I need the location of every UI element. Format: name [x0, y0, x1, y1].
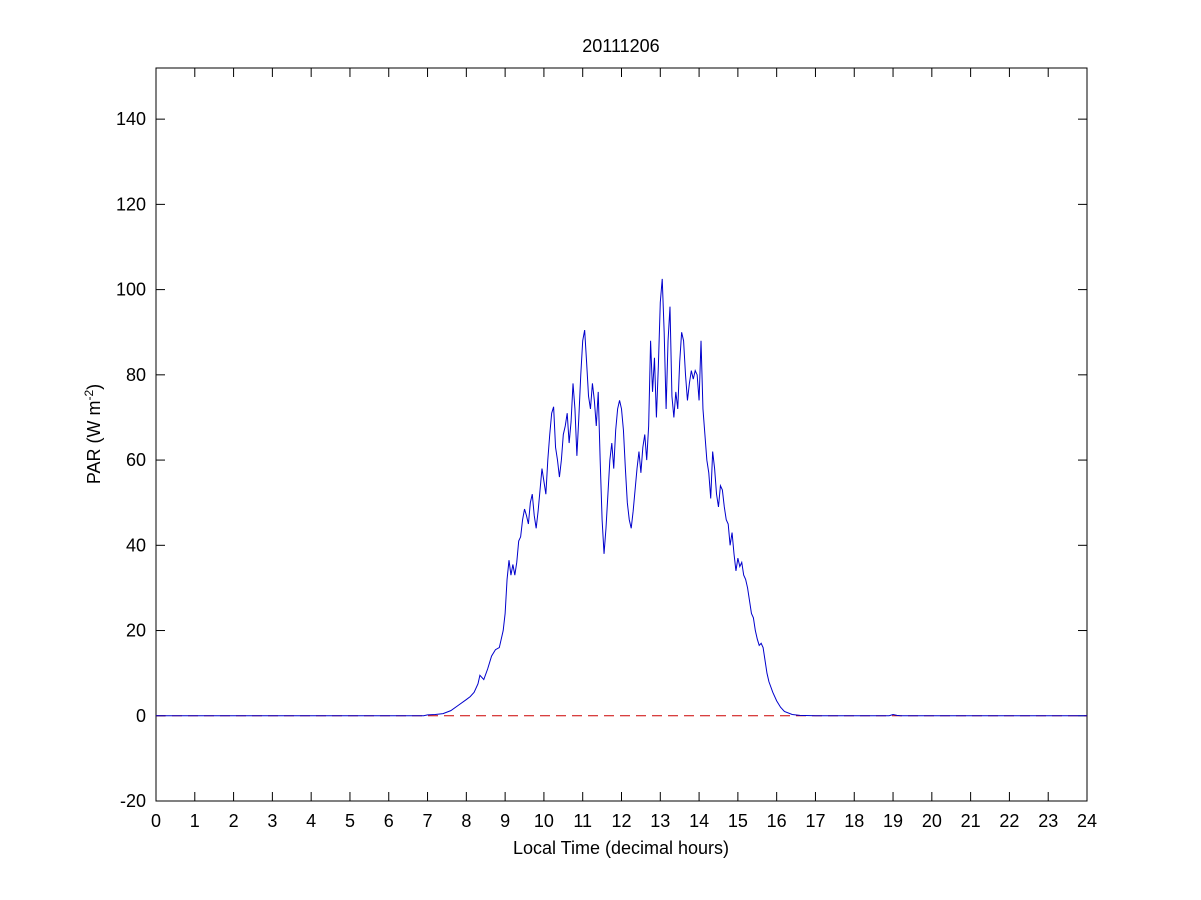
- x-tick-label: 23: [1038, 811, 1058, 831]
- y-tick-label: 20: [126, 621, 146, 641]
- chart-title: 20111206: [582, 36, 659, 56]
- y-axis-label: PAR (W m-2): [82, 384, 104, 484]
- x-tick-label: 6: [384, 811, 394, 831]
- x-tick-label: 12: [611, 811, 631, 831]
- y-tick-label: 80: [126, 365, 146, 385]
- plot-area: [155, 67, 1088, 802]
- y-tick-label: -20: [120, 791, 146, 811]
- y-tick-label: 120: [116, 194, 146, 214]
- par-series-line: [156, 278, 1087, 717]
- x-tick-label: 3: [267, 811, 277, 831]
- x-tick-label: 9: [500, 811, 510, 831]
- y-axis-label-superscript: -2: [82, 390, 96, 401]
- y-tick-label: 60: [126, 450, 146, 470]
- x-tick-label: 17: [805, 811, 825, 831]
- x-tick-label: 11: [573, 811, 592, 831]
- x-tick-label: 22: [999, 811, 1019, 831]
- x-tick-label: 14: [689, 811, 709, 831]
- x-tick-label: 24: [1077, 811, 1097, 831]
- x-tick-label: 1: [190, 811, 200, 831]
- x-tick-label: 13: [650, 811, 670, 831]
- x-tick-label: 15: [728, 811, 748, 831]
- x-tick-label: 2: [229, 811, 239, 831]
- x-tick-label: 0: [151, 811, 161, 831]
- y-tick-label: 100: [116, 280, 146, 300]
- x-tick-label: 4: [306, 811, 316, 831]
- y-axis-ticks: -20 0 20 40 60 80 100 120 140: [116, 109, 1087, 811]
- x-axis-label: Local Time (decimal hours): [513, 838, 729, 858]
- y-tick-label: 40: [126, 535, 146, 555]
- x-tick-label: 8: [461, 811, 471, 831]
- x-tick-label: 18: [844, 811, 864, 831]
- x-tick-label: 5: [345, 811, 355, 831]
- x-tick-label: 20: [922, 811, 942, 831]
- y-tick-label: 0: [136, 706, 146, 726]
- x-tick-label: 7: [423, 811, 433, 831]
- x-tick-label: 21: [961, 811, 981, 831]
- x-tick-label: 10: [534, 811, 554, 831]
- x-axis-ticks: 0 1 2 3 4 5 6 7 8 9 10 11 12 13 14 15 16 17 18 19 20 21 22 23 24: [151, 68, 1097, 831]
- x-tick-label: 16: [767, 811, 787, 831]
- x-tick-label: 19: [883, 811, 903, 831]
- y-axis-label-main: PAR (W m: [84, 401, 104, 485]
- y-axis-label-close: ): [84, 384, 104, 390]
- y-tick-label: 140: [116, 109, 146, 129]
